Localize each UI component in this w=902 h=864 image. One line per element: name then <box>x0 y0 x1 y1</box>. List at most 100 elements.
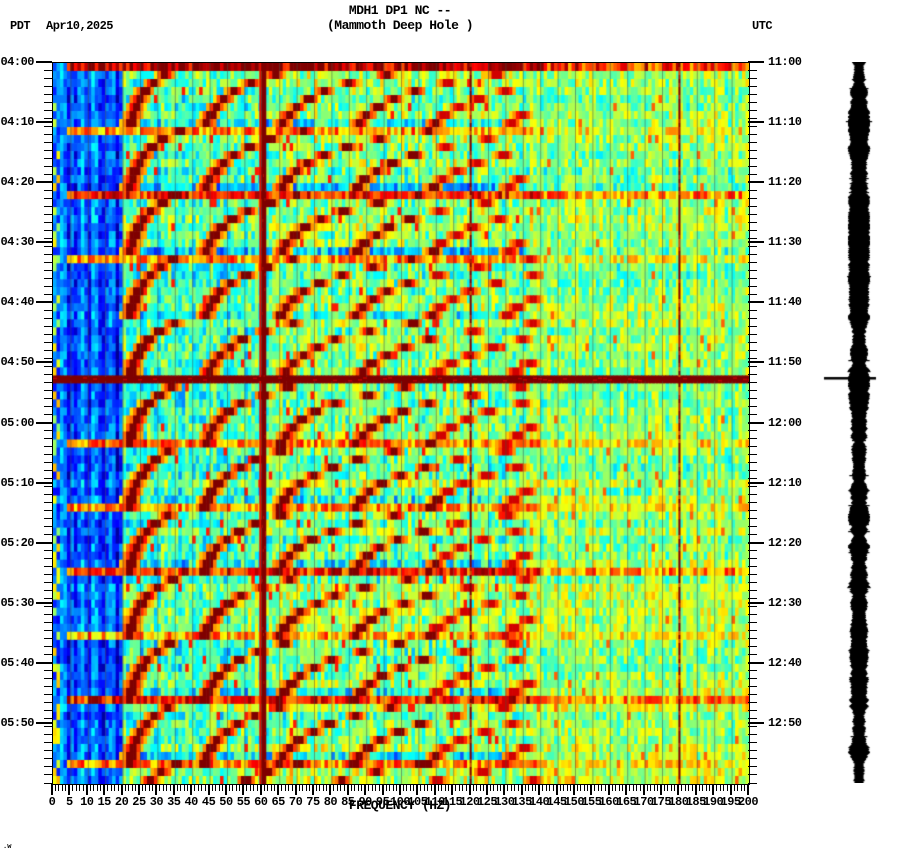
frequency-axis-title: FREQUENCY (HZ) <box>348 798 452 813</box>
frequency-minor-tick <box>82 784 84 791</box>
date-label: Apr10,2025 <box>46 19 114 33</box>
left-axis-minor-tick <box>44 173 52 175</box>
frequency-minor-tick <box>409 784 411 791</box>
left-axis-minor-tick <box>44 109 52 111</box>
left-time-label: 05:30 <box>0 595 34 610</box>
left-axis-minor-tick <box>44 566 52 568</box>
left-axis-minor-tick <box>44 494 52 496</box>
frequency-minor-tick <box>496 784 498 791</box>
frequency-minor-tick <box>180 784 182 791</box>
frequency-minor-tick <box>441 784 443 791</box>
left-axis-minor-tick <box>44 502 52 504</box>
left-axis-minor-tick <box>44 165 52 167</box>
left-axis-minor-tick <box>44 774 52 776</box>
left-axis-minor-tick <box>44 125 52 127</box>
frequency-minor-tick <box>462 784 464 791</box>
frequency-minor-tick <box>650 784 652 791</box>
left-time-label: 05:00 <box>0 415 34 430</box>
left-time-label: 04:30 <box>0 235 34 250</box>
frequency-minor-tick <box>681 784 683 791</box>
left-axis-minor-tick <box>44 782 52 784</box>
left-axis-major-tick <box>36 601 52 604</box>
left-axis-major-tick <box>36 181 52 184</box>
frequency-major-tick <box>277 784 280 795</box>
left-axis-minor-tick <box>44 686 52 688</box>
left-axis-minor-tick <box>44 301 52 303</box>
frequency-minor-tick <box>322 784 324 791</box>
frequency-minor-tick <box>489 784 491 791</box>
left-axis-minor-tick <box>44 430 52 431</box>
left-axis-minor-tick <box>44 293 52 295</box>
frequency-minor-tick <box>89 784 91 791</box>
left-axis-minor-tick <box>44 766 52 768</box>
frequency-minor-tick <box>535 784 537 791</box>
frequency-minor-tick <box>723 784 725 791</box>
frequency-minor-tick <box>430 784 432 791</box>
frequency-major-tick <box>242 784 245 795</box>
frequency-minor-tick <box>705 784 707 791</box>
frequency-minor-tick <box>131 784 133 791</box>
right-time-label: 12:50 <box>768 715 802 730</box>
left-axis-minor-tick <box>44 614 52 616</box>
frequency-minor-tick <box>597 784 599 791</box>
frequency-minor-tick <box>549 784 551 791</box>
frequency-major-tick <box>625 784 628 795</box>
left-axis-minor-tick <box>44 237 52 239</box>
frequency-minor-tick <box>611 784 613 791</box>
frequency-major-tick <box>51 784 53 795</box>
frequency-minor-tick <box>576 784 578 791</box>
frequency-minor-tick <box>622 784 624 791</box>
left-axis-minor-tick <box>44 269 52 271</box>
frequency-minor-tick <box>354 784 356 791</box>
frequency-minor-tick <box>740 784 742 791</box>
left-axis-minor-tick <box>44 574 52 576</box>
left-axis-minor-tick <box>44 750 52 752</box>
frequency-minor-tick <box>385 784 387 791</box>
frequency-minor-tick <box>476 784 478 791</box>
frequency-minor-tick <box>239 784 241 791</box>
left-axis-minor-tick <box>44 582 52 584</box>
left-axis-minor-tick <box>44 438 52 440</box>
right-time-label: 11:30 <box>768 235 802 250</box>
frequency-minor-tick <box>169 784 171 791</box>
frequency-minor-tick <box>733 784 735 791</box>
left-axis-major-tick <box>36 361 52 364</box>
frequency-minor-tick <box>368 784 370 791</box>
frequency-minor-tick <box>636 784 638 791</box>
left-axis-minor-tick <box>44 349 52 351</box>
frequency-minor-tick <box>472 784 474 791</box>
left-axis-major-tick <box>36 481 52 484</box>
frequency-minor-tick <box>563 784 565 791</box>
frequency-minor-tick <box>281 784 283 791</box>
frequency-major-tick <box>312 784 314 795</box>
left-axis-minor-tick <box>44 678 52 680</box>
left-axis-minor-tick <box>44 662 52 664</box>
frequency-minor-tick <box>479 784 481 791</box>
frequency-major-tick <box>607 784 610 795</box>
frequency-minor-tick <box>270 784 272 791</box>
left-axis-minor-tick <box>44 373 52 375</box>
frequency-major-tick <box>259 784 262 795</box>
left-axis-minor-tick <box>44 157 52 159</box>
frequency-minor-tick <box>288 784 290 791</box>
frequency-minor-tick <box>166 784 168 791</box>
left-axis-minor-tick <box>44 397 52 399</box>
frequency-minor-tick <box>594 784 596 791</box>
left-axis-minor-tick <box>44 654 52 656</box>
left-axis-minor-tick <box>44 149 52 151</box>
left-time-label: 04:10 <box>0 115 34 130</box>
left-axis-minor-tick <box>44 141 52 143</box>
timezone-left-label: PDT <box>10 19 31 33</box>
left-axis-minor-tick <box>44 61 52 63</box>
left-axis-minor-tick <box>44 357 52 359</box>
left-time-label: 04:00 <box>0 55 34 69</box>
left-axis-minor-tick <box>44 181 52 183</box>
frequency-minor-tick <box>93 784 95 791</box>
frequency-minor-tick <box>315 784 317 791</box>
left-axis-minor-tick <box>44 550 52 552</box>
left-axis-minor-tick <box>44 389 52 391</box>
frequency-major-tick <box>503 784 506 795</box>
left-axis-minor-tick <box>44 365 52 367</box>
frequency-major-tick <box>294 784 297 795</box>
